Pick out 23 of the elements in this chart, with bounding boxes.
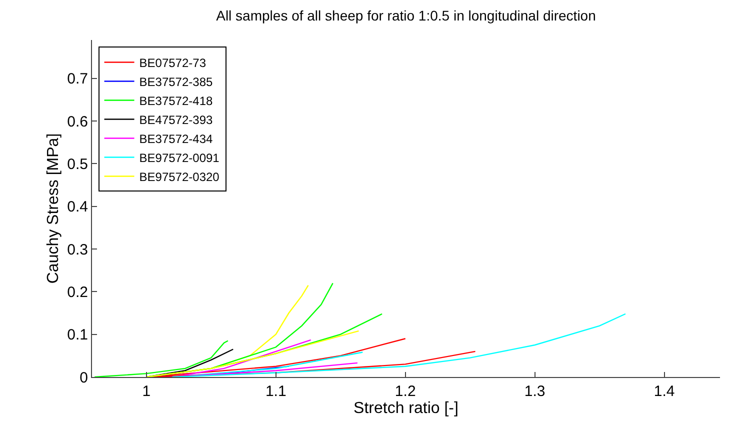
legend-label: BE07572-73: [139, 56, 206, 70]
x-tick-label: 1.2: [394, 383, 416, 400]
x-tick-label: 1.1: [265, 383, 286, 400]
y-axis-title: Cauchy Stress [MPa]: [45, 133, 62, 284]
y-tick-label: 0: [80, 369, 88, 386]
legend-label: BE47572-393: [139, 112, 213, 127]
y-tick-label: 0.2: [67, 284, 88, 301]
legend-label: BE37572-385: [139, 74, 213, 89]
legend-label: BE97572-0320: [139, 170, 220, 184]
legend-label: BE97572-0091: [139, 150, 220, 165]
y-tick-label: 0.3: [67, 241, 88, 258]
y-tick-label: 0.5: [67, 156, 88, 173]
x-axis-title: Stretch ratio [-]: [354, 400, 458, 417]
y-tick-label: 0.4: [67, 198, 88, 216]
y-tick-label: 0.1: [67, 326, 88, 344]
x-tick-label: 1.3: [524, 383, 546, 400]
y-tick-label: 0.6: [67, 113, 88, 130]
chart-title: All samples of all sheep for ratio 1:0.5 in longitudinal direction: [216, 7, 596, 24]
y-tick-label: 0.7: [67, 70, 88, 88]
legend-label: BE37572-434: [139, 132, 213, 146]
x-tick-label: 1: [142, 383, 151, 400]
x-tick-label: 1.4: [654, 383, 675, 400]
legend-label: BE37572-418: [139, 94, 213, 108]
